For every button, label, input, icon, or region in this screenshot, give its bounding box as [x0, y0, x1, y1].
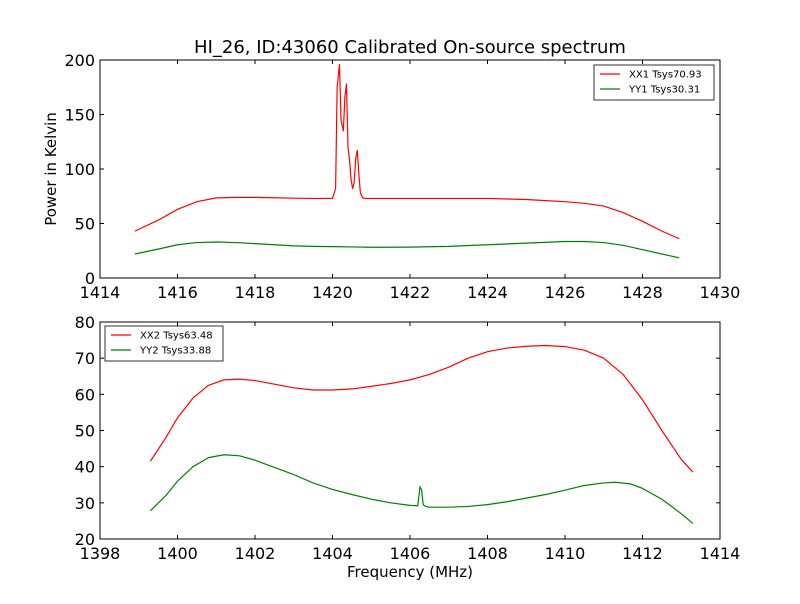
x-tick-label: 1410: [545, 544, 586, 563]
y-tick-label: 20: [75, 530, 95, 549]
legend-entry-label: YY2 Tsys33.88: [139, 346, 211, 357]
y-tick-label: 50: [75, 422, 95, 441]
x-tick-label: 1422: [390, 283, 431, 302]
x-tick-label: 1414: [700, 544, 741, 563]
y-tick-label: 100: [64, 160, 95, 179]
x-tick-label: 1406: [390, 544, 431, 563]
series-group: [149, 344, 694, 524]
legend-entry-label: XX1 Tsys70.93: [629, 70, 702, 81]
legend: XX1 Tsys70.93 YY1 Tsys30.31: [593, 64, 715, 101]
y-tick-label: 70: [75, 349, 95, 368]
x-tick-label: 1426: [545, 283, 586, 302]
y-tick-label: 150: [64, 106, 95, 125]
y-tick-label: 60: [75, 385, 95, 404]
x-tick-label: 1420: [312, 283, 353, 302]
x-tick-label: 1428: [622, 283, 663, 302]
y-tick-label: 80: [75, 313, 95, 332]
legend-box: [593, 64, 715, 101]
chart-title: HI_26, ID:43060 Calibrated On-source spe…: [194, 37, 626, 58]
x-tick-label: 1414: [80, 283, 121, 302]
bottom-x-axis-label: Frequency (MHz): [347, 563, 473, 581]
legend-entry-label: XX2 Tsys63.48: [140, 331, 213, 342]
y-tick-label: 50: [75, 215, 95, 234]
x-tick-label: 1424: [467, 283, 508, 302]
x-tick-label: 1430: [700, 283, 741, 302]
x-tick-label: 1416: [157, 283, 198, 302]
series-line-xx2: [149, 344, 694, 473]
series-line-xx1: [134, 63, 680, 240]
y-tick-label: 0: [85, 269, 95, 288]
series-line-yy1: [134, 240, 680, 259]
x-tick-label: 1400: [157, 544, 198, 563]
x-tick-label: 1404: [312, 544, 353, 563]
x-tick-label: 1412: [622, 544, 663, 563]
legend-box: [104, 325, 224, 362]
top-y-axis-label: Power in Kelvin: [42, 112, 60, 226]
legend: XX2 Tsys63.48 YY2 Tsys33.88: [104, 325, 224, 362]
x-tick-label: 1398: [80, 544, 121, 563]
x-tick-label: 1402: [235, 544, 276, 563]
legend-entry-label: YY1 Tsys30.31: [628, 85, 700, 96]
y-tick-label: 200: [64, 51, 95, 70]
bottom-subplot: 1398 1400 1402 1404 1406 1408 1410 1412 1414 20 30…: [75, 313, 741, 563]
series-group: [134, 63, 680, 259]
x-tick-label: 1418: [235, 283, 276, 302]
series-line-yy2: [149, 454, 694, 524]
x-tick-label: 1408: [467, 544, 508, 563]
y-tick-label: 30: [75, 494, 95, 513]
top-subplot: 1414 1416 1418 1420 1422 1424 1426 1428 1430 0 50 1…: [64, 51, 740, 302]
y-tick-label: 40: [75, 458, 95, 477]
